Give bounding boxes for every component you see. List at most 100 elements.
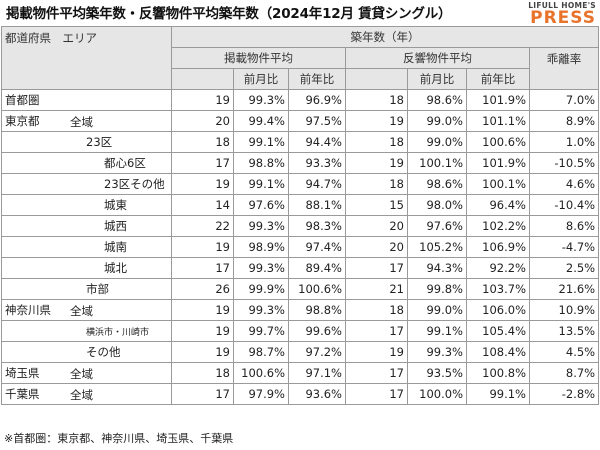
building-age-table: 都道府県 エリア 築年数（年） 掲載物件平均 反響物件平均 乖離率 前月比 前年… bbox=[1, 26, 600, 405]
listed-mom-cell: 99.3% bbox=[233, 215, 289, 237]
inquired-age-cell: 18 bbox=[345, 131, 408, 153]
listed-mom-cell: 99.1% bbox=[233, 131, 289, 153]
listed-yoy-cell: 94.7% bbox=[288, 173, 346, 195]
area-cell: 市部 bbox=[1, 278, 172, 300]
table-row: 横浜市・川崎市 19 99.7% 99.6% 17 99.1% 105.4% 13.5% bbox=[1, 320, 600, 342]
header-blank bbox=[345, 68, 408, 90]
listed-age-cell: 19 bbox=[171, 320, 234, 342]
inquired-yoy-cell: 100.6% bbox=[466, 131, 530, 153]
table-row: 東京都 全域 20 99.4% 97.5% 19 99.0% 101.1% 8.9% bbox=[1, 110, 600, 132]
listed-mom-cell: 98.7% bbox=[233, 341, 289, 363]
inquired-age-cell: 20 bbox=[345, 215, 408, 237]
area-label: 全域 bbox=[70, 115, 93, 129]
listed-yoy-cell: 98.3% bbox=[288, 215, 346, 237]
area-cell: 東京都 全域 bbox=[1, 110, 172, 132]
prefecture-label: 首都圏 bbox=[5, 93, 40, 107]
inquired-mom-cell: 99.8% bbox=[407, 278, 467, 300]
listed-yoy-cell: 88.1% bbox=[288, 194, 346, 216]
header-group: 築年数（年） bbox=[170, 26, 600, 48]
area-cell: 首都圏 bbox=[1, 89, 172, 111]
inquired-age-cell: 21 bbox=[345, 278, 408, 300]
listed-age-cell: 17 bbox=[171, 383, 234, 405]
page-title: 掲載物件平均築年数・反響物件平均築年数（2024年12月 賃貸シングル） bbox=[6, 6, 452, 22]
listed-mom-cell: 99.1% bbox=[233, 173, 289, 195]
gap-rate-cell: -10.5% bbox=[528, 152, 600, 174]
gap-rate-cell: 21.6% bbox=[528, 278, 600, 300]
inquired-mom-cell: 99.0% bbox=[407, 110, 467, 132]
prefecture-label: 神奈川県 bbox=[5, 303, 51, 317]
listed-mom-cell: 100.6% bbox=[233, 362, 289, 384]
gap-rate-cell: -4.7% bbox=[528, 236, 600, 258]
listed-yoy-cell: 93.3% bbox=[288, 152, 346, 174]
area-label: その他 bbox=[86, 345, 121, 359]
logo-top-text: LIFULL HOME'S bbox=[528, 1, 596, 10]
area-cell: 城東 bbox=[1, 194, 172, 216]
inquired-mom-cell: 97.6% bbox=[407, 215, 467, 237]
area-cell: 城南 bbox=[1, 236, 172, 258]
inquired-mom-cell: 105.2% bbox=[407, 236, 467, 258]
area-cell: 埼玉県 全域 bbox=[1, 362, 172, 384]
inquired-yoy-cell: 106.0% bbox=[466, 299, 530, 321]
listed-age-cell: 19 bbox=[171, 299, 234, 321]
gap-rate-cell: 4.6% bbox=[528, 173, 600, 195]
area-label: 城西 bbox=[104, 219, 127, 233]
inquired-age-cell: 19 bbox=[345, 341, 408, 363]
listed-mom-cell: 99.9% bbox=[233, 278, 289, 300]
gap-rate-cell: 1.0% bbox=[528, 131, 600, 153]
area-label: 23区その他 bbox=[104, 177, 165, 191]
prefecture-label: 東京都 bbox=[5, 114, 40, 128]
listed-yoy-cell: 97.5% bbox=[288, 110, 346, 132]
inquired-yoy-cell: 106.9% bbox=[466, 236, 530, 258]
inquired-mom-cell: 99.3% bbox=[407, 341, 467, 363]
logo-main-text: PRESS bbox=[530, 8, 596, 28]
listed-yoy-cell: 97.2% bbox=[288, 341, 346, 363]
table-row: 城西 22 99.3% 98.3% 20 97.6% 102.2% 8.6% bbox=[1, 215, 600, 237]
listed-age-cell: 18 bbox=[171, 131, 234, 153]
listed-mom-cell: 99.3% bbox=[233, 89, 289, 111]
inquired-mom-cell: 100.0% bbox=[407, 383, 467, 405]
inquired-yoy-cell: 108.4% bbox=[466, 341, 530, 363]
listed-mom-cell: 99.4% bbox=[233, 110, 289, 132]
inquired-age-cell: 18 bbox=[345, 89, 408, 111]
header-inquired-mom: 前月比 bbox=[407, 68, 467, 90]
inquired-mom-cell: 94.3% bbox=[407, 257, 467, 279]
inquired-yoy-cell: 105.4% bbox=[466, 320, 530, 342]
area-cell: 城北 bbox=[1, 257, 172, 279]
listed-age-cell: 17 bbox=[171, 257, 234, 279]
gap-rate-cell: 13.5% bbox=[528, 320, 600, 342]
inquired-age-cell: 18 bbox=[345, 173, 408, 195]
table-row: 埼玉県 全域 18 100.6% 97.1% 17 93.5% 100.8% 8.7% bbox=[1, 362, 600, 384]
area-label: 23区 bbox=[86, 135, 113, 149]
footnote: ※首都圏：東京都、神奈川県、埼玉県、千葉県 bbox=[4, 432, 234, 445]
table-row: 城東 14 97.6% 88.1% 15 98.0% 96.4% -10.4% bbox=[1, 194, 600, 216]
listed-age-cell: 19 bbox=[171, 173, 234, 195]
area-cell: その他 bbox=[1, 341, 172, 363]
listed-yoy-cell: 96.9% bbox=[288, 89, 346, 111]
header-listed-mom: 前月比 bbox=[233, 68, 289, 90]
listed-yoy-cell: 97.1% bbox=[288, 362, 346, 384]
area-label: 城東 bbox=[104, 198, 127, 212]
table-row: 23区その他 19 99.1% 94.7% 18 98.6% 100.1% 4.6% bbox=[1, 173, 600, 195]
inquired-age-cell: 17 bbox=[345, 257, 408, 279]
area-cell: 23区 bbox=[1, 131, 172, 153]
area-cell: 神奈川県 全域 bbox=[1, 299, 172, 321]
inquired-age-cell: 19 bbox=[345, 110, 408, 132]
header-inquired: 反響物件平均 bbox=[345, 47, 530, 69]
inquired-mom-cell: 100.1% bbox=[407, 152, 467, 174]
area-cell: 23区その他 bbox=[1, 173, 172, 195]
listed-yoy-cell: 93.6% bbox=[288, 383, 346, 405]
inquired-yoy-cell: 92.2% bbox=[466, 257, 530, 279]
table-row: 神奈川県 全域 19 99.3% 98.8% 18 99.0% 106.0% 10.9% bbox=[1, 299, 600, 321]
table-row: 都心6区 17 98.8% 93.3% 19 100.1% 101.9% -10.5% bbox=[1, 152, 600, 174]
inquired-age-cell: 19 bbox=[345, 152, 408, 174]
gap-rate-cell: -2.8% bbox=[528, 383, 600, 405]
inquired-age-cell: 17 bbox=[345, 320, 408, 342]
header-gap: 乖離率 bbox=[528, 47, 600, 90]
inquired-age-cell: 18 bbox=[345, 299, 408, 321]
gap-rate-cell: -10.4% bbox=[528, 194, 600, 216]
listed-yoy-cell: 100.6% bbox=[288, 278, 346, 300]
inquired-age-cell: 17 bbox=[345, 383, 408, 405]
table-row: 市部 26 99.9% 100.6% 21 99.8% 103.7% 21.6% bbox=[1, 278, 600, 300]
area-label: 横浜市・川崎市 bbox=[86, 328, 150, 338]
area-label: 全域 bbox=[70, 304, 93, 318]
